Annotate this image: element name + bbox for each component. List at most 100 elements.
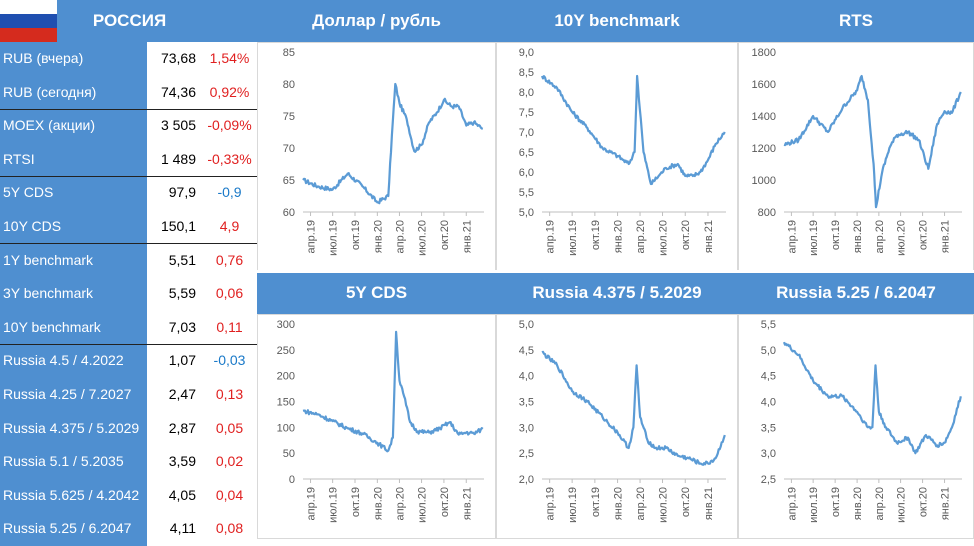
row-change: 0,11 — [216, 318, 243, 335]
y-tick-label: 5,0 — [519, 207, 534, 219]
table-row: 3Y benchmark 5,59 0,06 — [0, 277, 257, 311]
row-separator — [0, 343, 257, 345]
y-tick-label: 800 — [758, 207, 776, 219]
x-tick-label: окт.19 — [590, 487, 602, 517]
chart-title: Доллар / рубль — [257, 0, 496, 42]
russia-table: РОССИЯ RUB (вчера) 73,68 1,54% RUB (сегодня… — [0, 0, 257, 546]
row-label: MOEX (акции) — [0, 109, 147, 143]
x-tick-label: янв.21 — [461, 220, 473, 253]
row-change: 0,02 — [215, 453, 244, 470]
x-tick-label: янв.20 — [372, 487, 384, 520]
table-row: RUB (сегодня) 74,36 0,92% — [0, 75, 257, 110]
y-tick-label: 1400 — [752, 111, 776, 123]
x-tick-label: янв.20 — [613, 220, 625, 253]
row-change: 0,05 — [215, 419, 244, 436]
row-value: 97,9 — [168, 184, 196, 201]
row-label: 3Y benchmark — [0, 277, 147, 311]
table-row: 1Y benchmark 5,51 0,76 — [0, 243, 257, 278]
row-value: 1 489 — [160, 150, 196, 167]
row-change: 0,92% — [209, 83, 250, 100]
row-label: 10Y CDS — [0, 210, 147, 244]
y-tick-label: 65 — [283, 175, 295, 187]
x-tick-label: янв.21 — [703, 220, 715, 253]
chart-panel: 10Y benchmark 5,0 5,5 6,0 6,5 7,0 7,5 8,0 8,5 9,0… — [496, 0, 738, 272]
x-tick-label: июл.19 — [567, 220, 579, 256]
row-label: Russia 5.625 / 4.2042 — [0, 478, 147, 513]
series-line — [302, 82, 484, 205]
table-row: Russia 4.5 / 4.2022 1,07 -0,03 — [0, 344, 257, 378]
y-tick-label: 8,0 — [519, 87, 534, 99]
row-value: 2,87 — [168, 419, 196, 436]
x-tick-label: июл.20 — [417, 487, 429, 523]
table-row: Russia 4.25 / 7.2027 2,47 0,13 — [0, 378, 257, 412]
y-tick-label: 1800 — [752, 47, 776, 59]
x-tick-label: янв.21 — [940, 220, 952, 253]
table-row: Russia 5.625 / 4.2042 4,05 0,04 — [0, 478, 257, 513]
y-tick-label: 75 — [283, 111, 295, 123]
row-change: 4,9 — [219, 218, 240, 234]
x-tick-label: янв.21 — [703, 487, 715, 520]
x-tick-label: июл.19 — [328, 487, 340, 523]
y-tick-label: 50 — [283, 448, 295, 460]
x-tick-label: июл.19 — [567, 487, 579, 523]
table-row: MOEX (акции) 3 505 -0,09% — [0, 109, 257, 143]
row-change: -0,9 — [217, 184, 242, 201]
y-tick-label: 5,5 — [761, 319, 776, 331]
y-tick-label: 6,0 — [519, 167, 534, 179]
row-label: RUB (вчера) — [0, 42, 147, 76]
y-tick-label: 7,0 — [519, 127, 534, 139]
x-tick-label: окт.19 — [830, 487, 842, 517]
y-tick-label: 3,5 — [761, 422, 776, 434]
x-tick-label: окт.20 — [918, 487, 930, 517]
x-tick-label: янв.20 — [372, 220, 384, 253]
row-label: Russia 4.5 / 4.2022 — [0, 344, 147, 378]
chart-panel: Russia 4.375 / 5.2029 2,0 2,5 3,0 3,5 4,0 4,5 5… — [496, 272, 738, 539]
x-tick-label: апр.19 — [306, 487, 318, 520]
x-tick-label: апр.19 — [786, 220, 798, 253]
x-tick-label: апр.20 — [874, 220, 886, 253]
y-tick-label: 5,0 — [761, 345, 776, 357]
chart-panel: 5Y CDS 0 50 100 150 200 250 300 апр.19 июл.19 окт.… — [257, 272, 496, 539]
x-tick-label: июл.19 — [328, 220, 340, 256]
y-tick-label: 1000 — [752, 175, 776, 187]
x-tick-label: апр.20 — [394, 487, 406, 520]
table-row: Russia 5.1 / 5.2035 3,59 0,02 — [0, 445, 257, 479]
y-tick-label: 60 — [283, 207, 295, 219]
series-line — [541, 350, 726, 466]
x-tick-label: окт.19 — [350, 487, 362, 517]
x-tick-label: окт.20 — [680, 220, 692, 250]
x-tick-label: апр.20 — [635, 220, 647, 253]
chart-title: 10Y benchmark — [496, 0, 738, 42]
series-line — [540, 74, 726, 186]
row-label: 10Y benchmark — [0, 310, 147, 345]
table-row: Russia 5.25 / 6.2047 4,11 0,08 — [0, 512, 257, 546]
line-chart: 0 50 100 150 200 250 300 апр.19 июл.19 окт.19 янв.… — [257, 314, 496, 539]
line-chart: 60 65 70 75 80 85 апр.19 июл.19 окт.19 янв.20 апр.… — [257, 42, 496, 272]
x-tick-label: апр.19 — [545, 220, 557, 253]
x-tick-label: окт.19 — [590, 220, 602, 250]
row-label: 5Y CDS — [0, 176, 147, 210]
line-chart: 800 1000 1200 1400 1600 1800 апр.19 июл.19 окт.1… — [738, 42, 974, 272]
x-tick-label: июл.20 — [896, 220, 908, 256]
y-tick-label: 150 — [277, 397, 295, 409]
y-tick-label: 0 — [289, 474, 295, 486]
y-tick-label: 6,5 — [519, 147, 534, 159]
y-tick-label: 1600 — [752, 79, 776, 91]
chart-panel: RTS 800 1000 1200 1400 1600 1800 апр.19 июл.19 ок… — [738, 0, 974, 272]
y-tick-label: 2,5 — [519, 448, 534, 460]
row-change: -0,03 — [213, 352, 246, 369]
x-tick-label: окт.20 — [439, 220, 451, 250]
row-value: 150,1 — [160, 218, 196, 234]
y-tick-label: 4,0 — [761, 397, 776, 409]
row-value: 1,07 — [168, 352, 196, 369]
chart-title: RTS — [738, 0, 974, 42]
y-tick-label: 3,0 — [761, 448, 776, 460]
row-value: 3 505 — [160, 117, 196, 134]
russia-flag-icon — [0, 0, 57, 42]
x-tick-label: апр.20 — [874, 487, 886, 520]
line-chart: 2,5 3,0 3,5 4,0 4,5 5,0 5,5 апр.19 июл.19 окт.19 я… — [738, 314, 974, 539]
x-tick-label: июл.20 — [658, 220, 670, 256]
table-row: RUB (вчера) 73,68 1,54% — [0, 42, 257, 76]
table-row: RTSI 1 489 -0,33% — [0, 142, 257, 177]
line-chart: 5,0 5,5 6,0 6,5 7,0 7,5 8,0 8,5 9,0 апр.19 июл.19 о… — [496, 42, 738, 272]
